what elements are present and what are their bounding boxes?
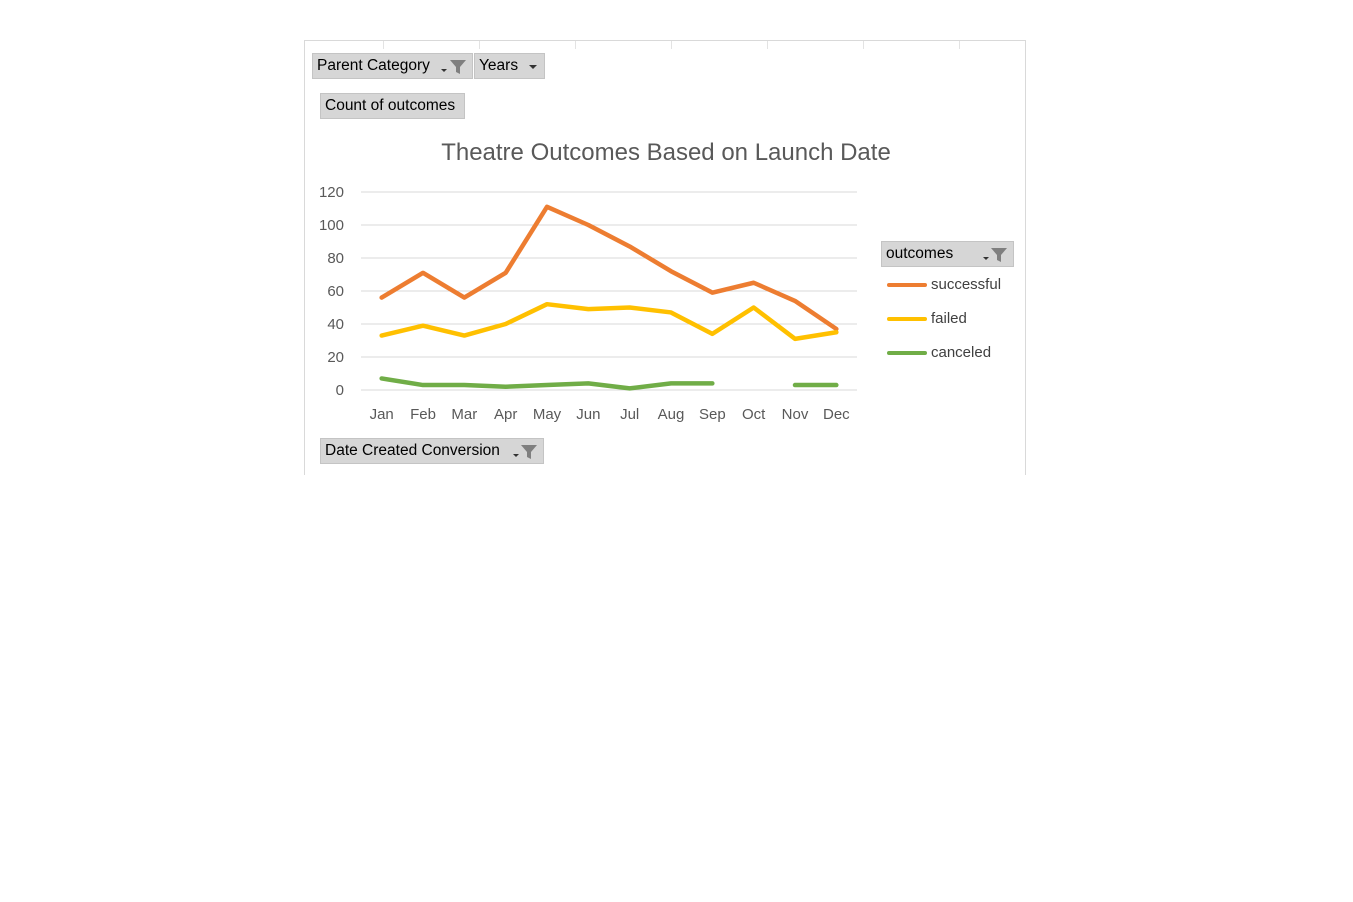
filter-funnel-icon bbox=[450, 60, 466, 74]
series-lines bbox=[379, 204, 839, 391]
filter-funnel-icon bbox=[521, 445, 537, 459]
legend-label: canceled bbox=[931, 344, 992, 361]
legend-label: successful bbox=[931, 276, 1002, 293]
dropdown-arrow-icon bbox=[529, 65, 537, 69]
x-tick-label: Dec bbox=[823, 406, 850, 423]
y-tick-label: 80 bbox=[327, 250, 344, 267]
series-line-canceled bbox=[379, 376, 715, 391]
x-tick-label: Aug bbox=[658, 406, 685, 423]
series-line-failed bbox=[379, 301, 839, 342]
y-tick-label: 40 bbox=[327, 316, 344, 333]
x-tick-label: Jun bbox=[576, 406, 600, 423]
column-gridline bbox=[671, 41, 672, 49]
parent-category-filter-button[interactable]: Parent Category bbox=[312, 53, 473, 79]
column-gridline bbox=[959, 41, 960, 49]
values-field-button[interactable]: Count of outcomes bbox=[320, 93, 465, 119]
years-label: Years bbox=[479, 57, 519, 74]
x-tick-label: Nov bbox=[782, 406, 809, 423]
legend-label: failed bbox=[931, 310, 967, 327]
x-tick-label: Feb bbox=[410, 406, 436, 423]
series-line-successful bbox=[379, 204, 839, 332]
years-filter-button[interactable]: Years bbox=[474, 53, 545, 79]
chart-title: Theatre Outcomes Based on Launch Date bbox=[441, 139, 891, 166]
column-gridline bbox=[479, 41, 480, 49]
gridlines bbox=[361, 191, 857, 391]
date-created-conversion-filter-button[interactable]: Date Created Conversion bbox=[320, 438, 544, 464]
y-tick-label: 0 bbox=[336, 382, 344, 399]
outcomes-legend-filter-button[interactable]: outcomes bbox=[881, 241, 1014, 267]
x-tick-label: Apr bbox=[494, 406, 517, 423]
legend-swatch bbox=[887, 283, 927, 287]
x-tick-label: Jul bbox=[620, 406, 639, 423]
column-gridline bbox=[575, 41, 576, 49]
parent-category-label: Parent Category bbox=[317, 57, 430, 74]
column-gridline bbox=[863, 41, 864, 49]
dropdown-arrow-icon bbox=[983, 257, 989, 260]
x-tick-label: Sep bbox=[699, 406, 726, 423]
y-tick-label: 60 bbox=[327, 283, 344, 300]
outcomes-field-label: outcomes bbox=[886, 245, 954, 262]
column-gridline bbox=[767, 41, 768, 49]
x-tick-label: May bbox=[533, 406, 562, 423]
filter-funnel-icon bbox=[991, 248, 1007, 262]
x-tick-label: Mar bbox=[451, 406, 477, 423]
x-tick-label: Jan bbox=[370, 406, 394, 423]
dropdown-arrow-icon bbox=[513, 454, 519, 457]
axis-field-label: Date Created Conversion bbox=[325, 442, 500, 459]
legend-swatch bbox=[887, 351, 927, 355]
column-gridline bbox=[383, 41, 384, 49]
legend-swatch bbox=[887, 317, 927, 321]
y-axis-ticks: 0 20 40 60 80 100 120 bbox=[319, 184, 344, 399]
y-tick-label: 100 bbox=[319, 217, 344, 234]
y-tick-label: 120 bbox=[319, 184, 344, 201]
dropdown-arrow-icon bbox=[441, 69, 447, 72]
y-tick-label: 20 bbox=[327, 349, 344, 366]
x-axis-ticks: Jan Feb Mar Apr May Jun Jul Aug Sep Oct Nov Dec bbox=[370, 406, 851, 423]
values-field-label: Count of outcomes bbox=[325, 97, 456, 114]
x-tick-label: Oct bbox=[742, 406, 766, 423]
